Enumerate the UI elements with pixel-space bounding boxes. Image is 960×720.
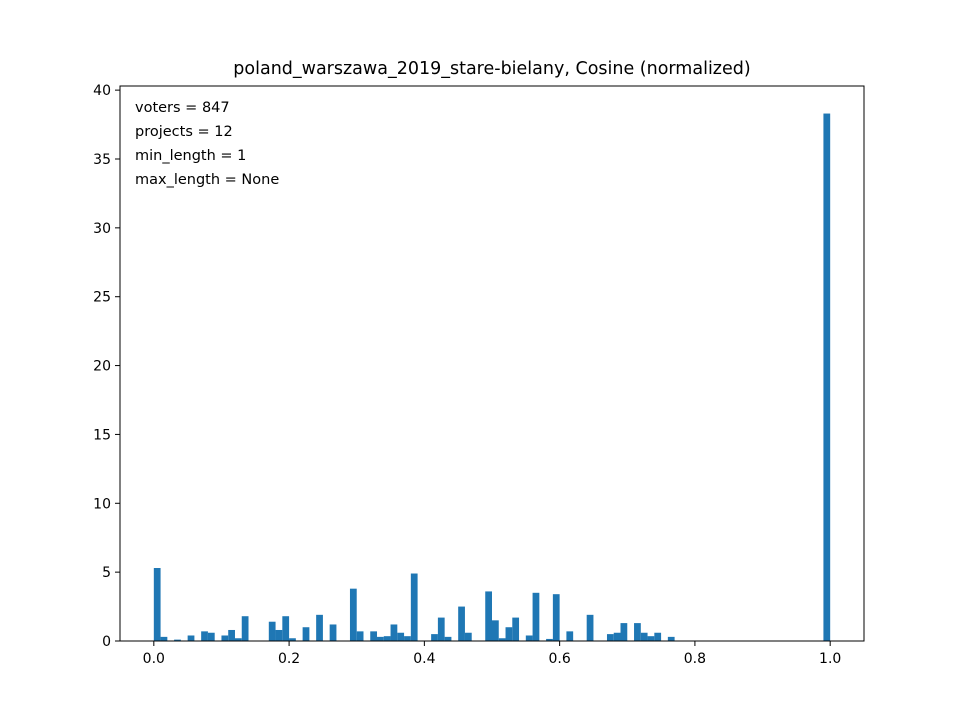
histogram-bar — [485, 591, 492, 641]
histogram-bar — [566, 631, 574, 641]
histogram-bar — [302, 627, 310, 641]
histogram-bar — [532, 592, 540, 641]
histogram-bar — [464, 632, 472, 641]
histogram-bar — [356, 631, 364, 641]
histogram-bar — [654, 632, 662, 641]
histogram-bar — [316, 614, 323, 641]
annotation-line: voters = 847 — [135, 100, 230, 116]
histogram-bar — [512, 617, 520, 641]
x-tick-label: 0.4 — [413, 651, 435, 667]
histogram-bar — [586, 614, 594, 641]
histogram-bar — [431, 634, 438, 641]
histogram-bar — [153, 568, 161, 641]
histogram-bar — [640, 632, 648, 641]
histogram-bar — [437, 617, 445, 641]
histogram-bar — [370, 631, 378, 641]
histogram-bar — [404, 636, 411, 641]
histogram-bar — [349, 588, 357, 641]
y-tick-label: 20 — [93, 359, 111, 375]
y-tick-label: 40 — [93, 83, 111, 99]
histogram-bar — [390, 624, 398, 641]
y-tick-label: 5 — [102, 565, 111, 581]
histogram-bar — [174, 639, 181, 641]
histogram-bar — [383, 636, 391, 641]
histogram-bar — [620, 623, 628, 641]
y-tick-label: 35 — [93, 152, 111, 168]
annotation-line: projects = 12 — [135, 124, 233, 140]
histogram-bar — [492, 620, 499, 641]
y-tick-label: 25 — [93, 290, 111, 306]
histogram-bar — [552, 594, 560, 641]
y-tick-label: 10 — [93, 496, 111, 512]
x-tick-label: 0.8 — [684, 651, 706, 667]
x-tick-label: 0.2 — [278, 651, 300, 667]
histogram-bar — [613, 632, 621, 641]
annotation-line: min_length = 1 — [135, 148, 246, 164]
histogram-bar — [282, 616, 290, 641]
annotations-group: voters = 847 projects = 12 min_length = 1 m… — [135, 100, 279, 188]
histogram-bar — [606, 634, 614, 641]
histogram-bar — [275, 629, 283, 641]
histogram-bar — [268, 621, 276, 641]
y-tick-label: 0 — [102, 634, 111, 650]
x-tick-label: 0.6 — [549, 651, 571, 667]
histogram-bar — [444, 636, 452, 641]
histogram-bar — [289, 638, 296, 641]
histogram-bar — [377, 636, 384, 641]
histogram-bar — [207, 632, 215, 641]
histogram-bar — [201, 631, 208, 641]
axes-group: 0.0 0.2 0.4 0.6 0.8 1.0 0 5 10 15 20 25 30 35 40 — [93, 83, 865, 667]
histogram-bar — [498, 638, 506, 641]
histogram-bar — [546, 638, 553, 641]
x-tick-label: 1.0 — [819, 651, 841, 667]
histogram-bar — [823, 113, 831, 642]
histogram-bar — [667, 636, 675, 641]
histogram-bar — [187, 635, 195, 641]
histogram-bar — [241, 616, 249, 641]
histogram-bar — [397, 632, 405, 641]
histogram-bar — [410, 573, 418, 641]
histogram-bar — [221, 635, 229, 641]
histogram-bar — [329, 624, 337, 641]
annotation-line: max_length = None — [135, 172, 279, 188]
histogram-bar — [505, 627, 513, 641]
histogram-bar — [228, 629, 235, 641]
chart-title: poland_warszawa_2019_stare-bielany, Cosi… — [233, 59, 750, 79]
histogram-bar — [525, 635, 533, 641]
histogram-bar — [458, 606, 465, 641]
x-tick-label: 0.0 — [143, 651, 165, 667]
histogram-bar — [634, 623, 641, 641]
histogram-bar — [647, 636, 655, 641]
y-tick-label: 30 — [93, 221, 111, 237]
plot-frame — [119, 85, 865, 642]
histogram-bar — [160, 636, 168, 641]
histogram-bar — [234, 638, 242, 641]
bars-group — [153, 113, 831, 642]
y-tick-label: 15 — [93, 427, 111, 443]
